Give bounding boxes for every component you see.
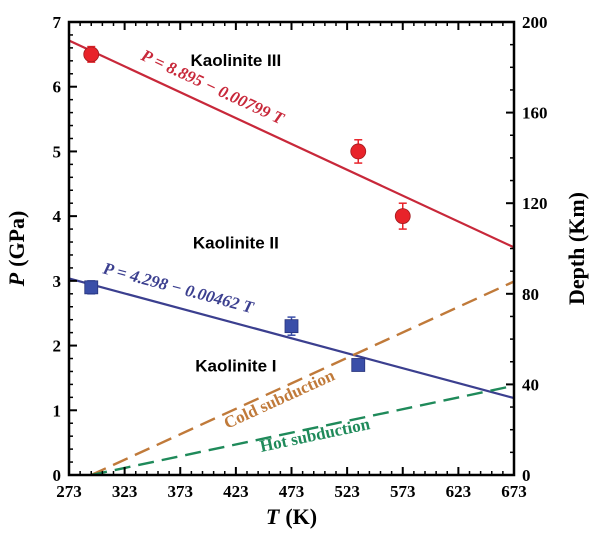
y-tick-label: 4 <box>53 207 62 226</box>
region-label-kaolinite-iii: Kaolinite III <box>191 51 282 70</box>
boundary-lines <box>69 39 514 475</box>
y-axis-unit: (GPa) <box>4 211 29 267</box>
y2-axis-title: Depth (Km) <box>564 192 589 305</box>
y-tick-label: 1 <box>53 401 62 420</box>
y-axis-variable: P <box>4 272 29 287</box>
y-tick-label: 2 <box>53 337 62 356</box>
x-tick-label: 323 <box>112 482 138 501</box>
region-label-kaolinite-i: Kaolinite I <box>195 356 276 375</box>
kaolinite-ii-points-marker <box>84 280 99 295</box>
plot-frame <box>67 20 516 477</box>
kaolinite-ii-points-marker <box>284 319 299 334</box>
y-tick-label: 7 <box>53 13 62 32</box>
axis-ticks <box>68 21 515 476</box>
kaolinite-ii-boundary-line <box>69 277 514 400</box>
x-tick-label: 623 <box>446 482 472 501</box>
y2-tick-label: 40 <box>522 375 539 394</box>
tick-labels: 273 323 373 423 473 523 573 623 6730123456704080… <box>53 13 548 501</box>
y-tick-label: 3 <box>53 272 62 291</box>
kaolinite-iii-points-marker <box>350 143 367 160</box>
x-tick-label: 273 <box>56 482 82 501</box>
y-tick-label: 6 <box>53 78 62 97</box>
x-tick-label: 673 <box>501 482 527 501</box>
y2-tick-label: 120 <box>522 194 548 213</box>
x-tick-label: 523 <box>334 482 360 501</box>
cold-subduction-line <box>90 280 514 475</box>
y2-tick-label: 80 <box>522 285 539 304</box>
x-axis-variable: T <box>266 504 281 529</box>
x-axis-title: T (K) <box>266 504 317 529</box>
y-axis-title: P (GPa) <box>4 211 29 288</box>
kaolinite-ii-points-marker <box>351 358 366 372</box>
kaolinite-iii-boundary-line <box>69 39 514 249</box>
kaolinite-iii-points-marker <box>394 208 411 225</box>
x-axis-unit: (K) <box>285 504 317 529</box>
x-tick-label: 573 <box>390 482 416 501</box>
data-points <box>83 45 411 372</box>
x-tick-label: 423 <box>223 482 249 501</box>
x-tick-label: 373 <box>168 482 194 501</box>
y-tick-label: 5 <box>53 142 62 161</box>
x-tick-label: 473 <box>279 482 305 501</box>
y-tick-label: 0 <box>53 466 62 485</box>
region-label-kaolinite-ii: Kaolinite II <box>193 234 279 253</box>
hot-subduction-line <box>91 384 514 475</box>
kaolinite-iii-points-marker <box>83 46 100 63</box>
y2-tick-label: 200 <box>522 13 548 32</box>
hot-subduction-label: Hot subduction <box>258 414 372 456</box>
y2-tick-label: 0 <box>522 466 531 485</box>
y2-tick-label: 160 <box>522 104 548 123</box>
